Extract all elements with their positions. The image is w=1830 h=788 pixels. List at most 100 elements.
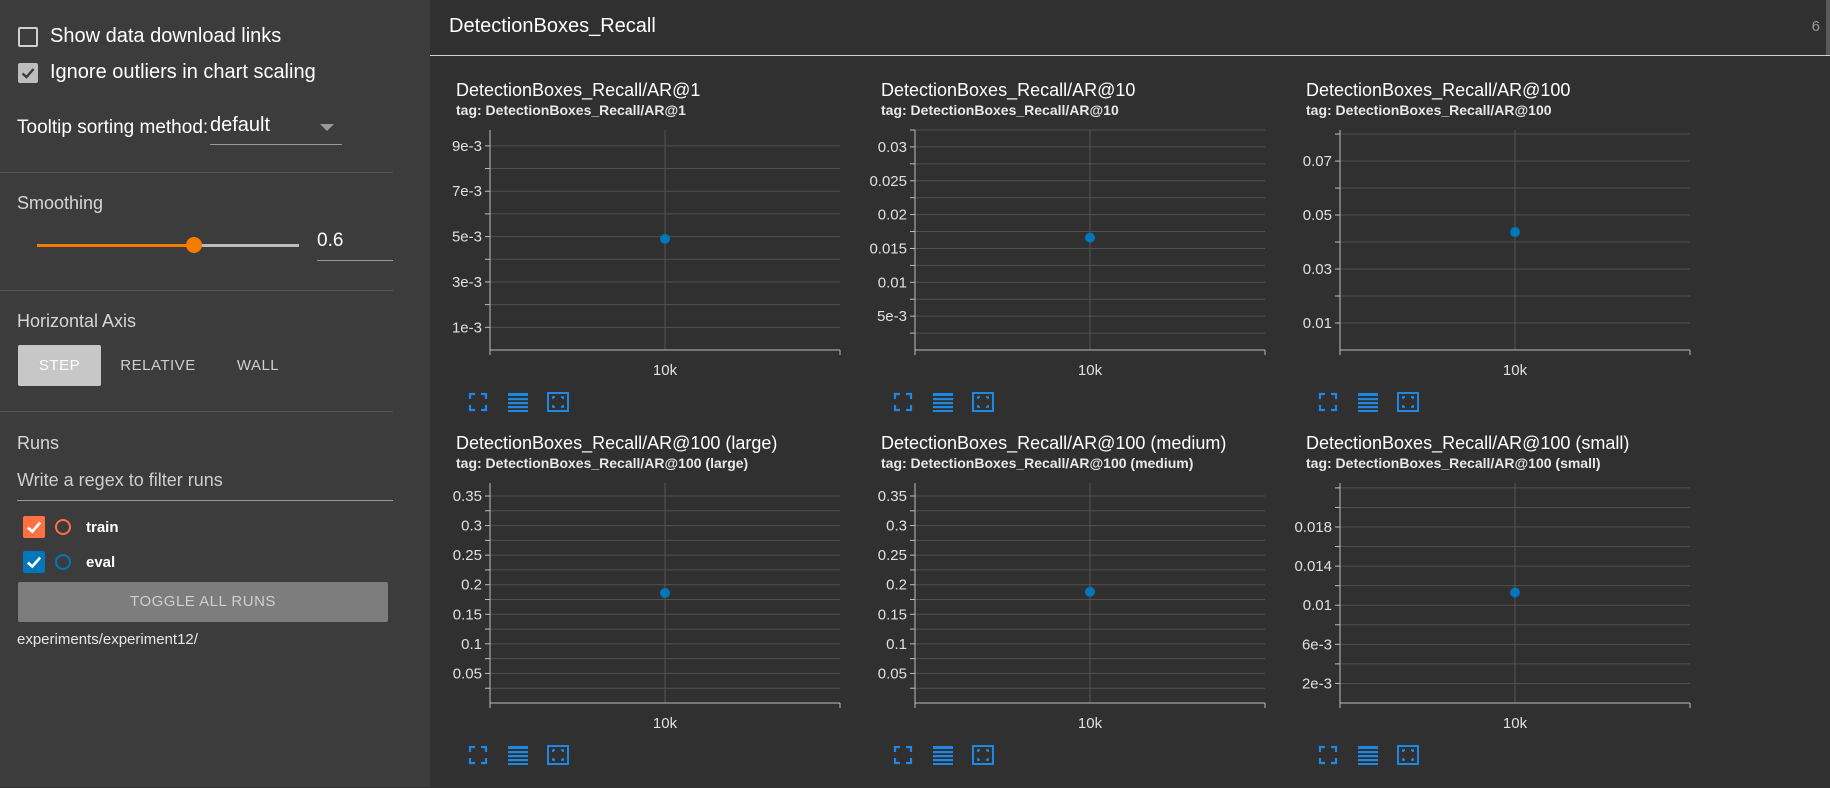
run-color-circle-icon[interactable] bbox=[55, 554, 71, 570]
y-tick-label: 0.07 bbox=[1303, 153, 1332, 170]
data-point[interactable] bbox=[660, 588, 670, 598]
fit-domain-icon-graphic bbox=[547, 745, 569, 765]
data-table-icon[interactable] bbox=[1356, 390, 1380, 419]
fit-domain-icon-graphic bbox=[1397, 392, 1419, 412]
y-tick-label: 5e-3 bbox=[877, 308, 907, 325]
checkmark-icon[interactable] bbox=[23, 551, 45, 573]
chart-tag: tag: DetectionBoxes_Recall/AR@100 bbox=[1306, 102, 1552, 118]
fullscreen-icon[interactable] bbox=[466, 743, 490, 772]
chart-card: DetectionBoxes_Recall/AR@1 tag: Detection… bbox=[430, 80, 850, 435]
smoothing-slider[interactable] bbox=[37, 237, 299, 253]
y-tick-label: 0.25 bbox=[453, 547, 482, 564]
fullscreen-icon[interactable] bbox=[891, 390, 915, 419]
y-tick-label: 0.05 bbox=[1303, 207, 1332, 224]
checkmark-icon[interactable] bbox=[18, 62, 38, 83]
axis-step-button[interactable]: STEP bbox=[18, 345, 101, 386]
y-tick-label: 3e-3 bbox=[452, 274, 482, 291]
data-table-icon[interactable] bbox=[1356, 743, 1380, 772]
y-tick-label: 0.02 bbox=[878, 207, 907, 224]
data-table-icon-graphic bbox=[508, 746, 528, 765]
ignore-outliers-checkbox[interactable]: Ignore outliers in chart scaling bbox=[18, 61, 316, 84]
checkmark-icon[interactable] bbox=[23, 516, 45, 538]
chart-plot[interactable]: 5e-3 0.01 0.015 0.02 0.025 0.03 10k bbox=[855, 120, 1275, 390]
data-point[interactable] bbox=[1510, 587, 1520, 598]
runs-filter-input[interactable]: Write a regex to filter runs bbox=[17, 470, 393, 501]
data-table-icon[interactable] bbox=[931, 390, 955, 419]
fullscreen-icon[interactable] bbox=[891, 743, 915, 772]
chart-title: DetectionBoxes_Recall/AR@1 bbox=[456, 80, 701, 100]
data-point[interactable] bbox=[1085, 232, 1095, 243]
chart-tag: tag: DetectionBoxes_Recall/AR@100 (large… bbox=[456, 455, 749, 471]
fullscreen-icon[interactable] bbox=[466, 390, 490, 419]
fit-domain-icon[interactable] bbox=[1396, 390, 1420, 419]
tooltip-sorting-value: default bbox=[210, 114, 271, 136]
chart-card: DetectionBoxes_Recall/AR@10 tag: Detectio… bbox=[855, 80, 1275, 435]
chart-plot[interactable]: 0.05 0.1 0.15 0.2 0.25 0.3 0.35 10k bbox=[430, 473, 850, 743]
chart-plot[interactable]: 0.01 0.03 0.05 0.07 10k bbox=[1280, 120, 1700, 390]
fullscreen-icon-graphic bbox=[893, 392, 913, 412]
fit-domain-icon-graphic bbox=[972, 392, 994, 412]
chart-toolbar bbox=[1316, 743, 1420, 772]
data-table-icon-graphic bbox=[933, 746, 953, 765]
divider bbox=[0, 411, 393, 412]
tooltip-sorting-select[interactable]: default bbox=[210, 112, 342, 145]
fit-domain-icon-graphic bbox=[972, 745, 994, 765]
chart-toolbar bbox=[891, 390, 995, 419]
data-point[interactable] bbox=[1085, 586, 1095, 597]
runs-title: Runs bbox=[17, 433, 60, 453]
y-tick-label: 1e-3 bbox=[452, 319, 482, 336]
axis-relative-button[interactable]: RELATIVE bbox=[120, 357, 196, 374]
y-tick-label: 0.03 bbox=[878, 139, 907, 156]
fit-domain-icon[interactable] bbox=[546, 390, 570, 419]
fullscreen-icon[interactable] bbox=[1316, 390, 1340, 419]
y-tick-label: 0.35 bbox=[453, 488, 482, 505]
axis-wall-button[interactable]: WALL bbox=[236, 357, 280, 374]
horizontal-axis-title: Horizontal Axis bbox=[17, 311, 137, 331]
fit-domain-icon[interactable] bbox=[971, 390, 995, 419]
y-tick-label: 0.025 bbox=[869, 173, 907, 190]
fullscreen-icon[interactable] bbox=[1316, 743, 1340, 772]
chart-title: DetectionBoxes_Recall/AR@10 bbox=[881, 80, 1136, 100]
x-tick-label: 10k bbox=[1503, 715, 1528, 732]
y-tick-label: 0.018 bbox=[1294, 519, 1332, 536]
y-tick-label: 0.05 bbox=[453, 665, 482, 682]
data-table-icon[interactable] bbox=[506, 743, 530, 772]
y-tick-label: 0.1 bbox=[886, 636, 907, 653]
scrollbar[interactable] bbox=[1826, 0, 1830, 55]
dropdown-arrow-icon bbox=[320, 124, 334, 131]
y-tick-label: 6e-3 bbox=[1302, 636, 1332, 653]
chart-plot[interactable]: 2e-3 6e-3 0.01 0.014 0.018 10k bbox=[1280, 473, 1700, 743]
data-table-icon-graphic bbox=[1358, 746, 1378, 765]
data-table-icon[interactable] bbox=[506, 390, 530, 419]
data-point[interactable] bbox=[1510, 227, 1520, 238]
chart-plot[interactable]: 0.05 0.1 0.15 0.2 0.25 0.3 0.35 10k bbox=[855, 473, 1275, 743]
data-table-icon[interactable] bbox=[931, 743, 955, 772]
fit-domain-icon[interactable] bbox=[971, 743, 995, 772]
chart-tag: tag: DetectionBoxes_Recall/AR@10 bbox=[881, 102, 1119, 118]
y-tick-label: 7e-3 bbox=[452, 183, 482, 200]
chart-title: DetectionBoxes_Recall/AR@100 (large) bbox=[456, 433, 778, 453]
y-tick-label: 0.3 bbox=[461, 518, 482, 535]
x-tick-label: 10k bbox=[1078, 362, 1103, 379]
unchecked-box-icon[interactable] bbox=[18, 26, 38, 47]
fit-domain-icon[interactable] bbox=[1396, 743, 1420, 772]
fullscreen-icon-graphic bbox=[468, 745, 488, 765]
run-item-train[interactable]: train bbox=[23, 516, 119, 538]
toggle-all-runs-button[interactable]: TOGGLE ALL RUNS bbox=[18, 582, 388, 622]
group-header[interactable]: DetectionBoxes_Recall 6 bbox=[430, 0, 1830, 56]
y-tick-label: 0.01 bbox=[1303, 597, 1332, 614]
y-tick-label: 0.2 bbox=[886, 577, 907, 594]
run-color-circle-icon[interactable] bbox=[55, 519, 71, 535]
chart-plot[interactable]: 1e-3 3e-3 5e-3 7e-3 9e-3 10k bbox=[430, 120, 850, 390]
fit-domain-icon[interactable] bbox=[546, 743, 570, 772]
y-tick-label: 0.014 bbox=[1294, 558, 1332, 575]
show-download-links-checkbox[interactable]: Show data download links bbox=[18, 25, 281, 48]
tooltip-sorting-label: Tooltip sorting method: bbox=[17, 117, 209, 138]
y-tick-label: 0.03 bbox=[1303, 261, 1332, 278]
data-point[interactable] bbox=[660, 233, 670, 244]
run-item-eval[interactable]: eval bbox=[23, 551, 115, 573]
chart-toolbar bbox=[891, 743, 995, 772]
smoothing-value-input[interactable]: 0.6 bbox=[317, 230, 393, 261]
log-directory: experiments/experiment12/ bbox=[17, 631, 198, 648]
smoothing-slider-thumb[interactable] bbox=[186, 237, 203, 253]
